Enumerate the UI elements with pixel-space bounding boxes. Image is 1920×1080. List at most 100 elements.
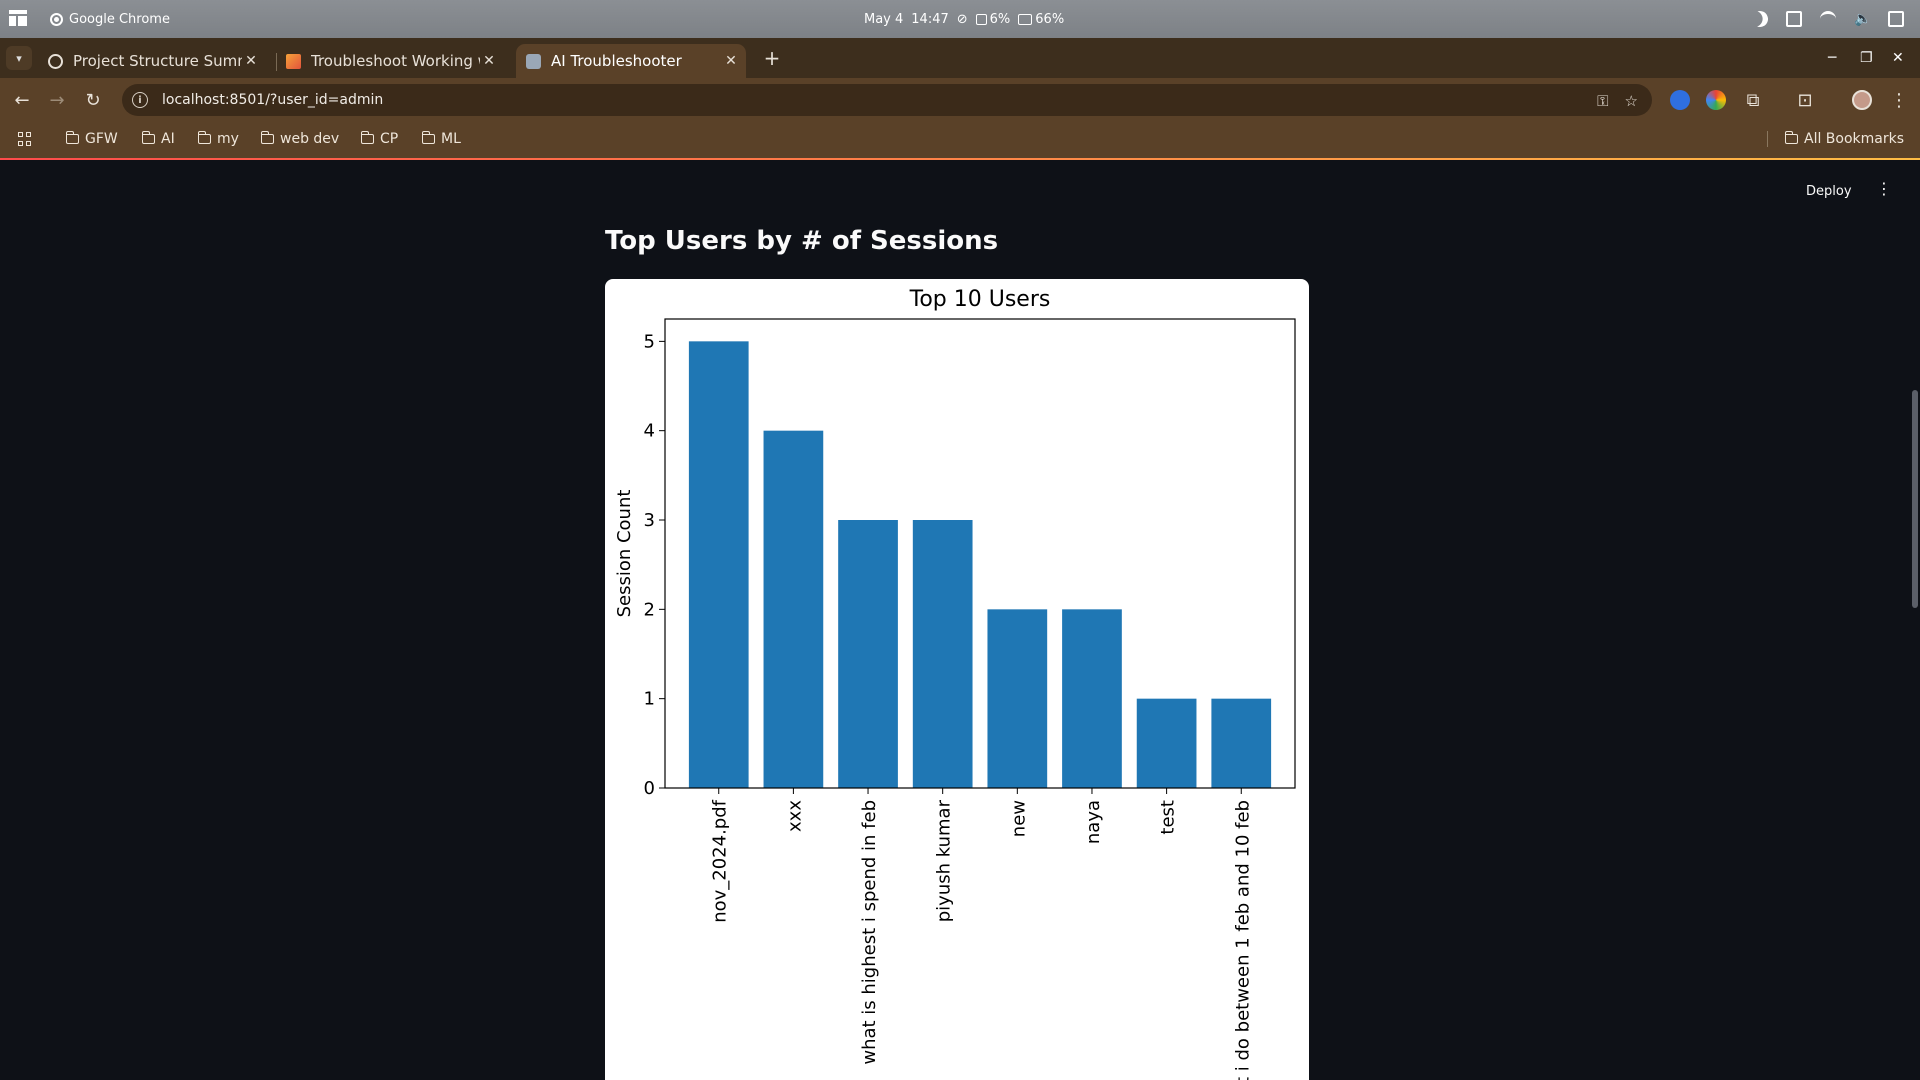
tab-strip: ▾ Project Structure Summ ✕ Troubleshoot …	[0, 38, 1920, 78]
tab-close-icon[interactable]: ✕	[245, 53, 257, 69]
bookmarks-divider	[1767, 131, 1768, 147]
forward-arrow-icon[interactable]: →	[49, 89, 65, 111]
minimize-icon[interactable]: ─	[1828, 50, 1837, 66]
tab-ai-troubleshooter[interactable]: AI Troubleshooter ✕	[516, 44, 746, 78]
bookmark-folder-cp[interactable]: CP	[360, 122, 399, 156]
folder-icon	[260, 131, 274, 144]
folder-icon	[65, 131, 79, 144]
bar	[1062, 609, 1122, 788]
apps-shortcut[interactable]	[18, 122, 32, 156]
extension-color-icon[interactable]	[1706, 90, 1726, 110]
cpu-value: 6%	[989, 11, 1011, 27]
main-menu-icon[interactable]: ⋮	[1876, 179, 1892, 198]
bookmarks-bar: GFW AI my web dev CP ML All Bookmarks	[0, 122, 1920, 158]
tab-search-button[interactable]: ▾	[6, 46, 32, 70]
bar	[1211, 698, 1272, 788]
bookmark-label: AI	[161, 131, 175, 147]
site-info-icon[interactable]: i	[132, 92, 148, 108]
muted-notifications-icon: ⊘	[956, 11, 968, 27]
date-label: May 4	[864, 11, 904, 27]
back-arrow-icon[interactable]: ←	[14, 89, 30, 111]
all-bookmarks-button[interactable]: All Bookmarks	[1784, 122, 1905, 156]
folder-icon	[360, 131, 374, 144]
extensions-puzzle-icon[interactable]: ⧉	[1746, 89, 1760, 111]
x-tick-label: nov_2024.pdf	[710, 799, 731, 922]
wifi-icon[interactable]	[1820, 11, 1836, 27]
bar	[688, 341, 749, 788]
chrome-icon	[50, 12, 63, 26]
clock[interactable]: May 4 14:47 ⊘ 6% 66%	[864, 0, 1064, 38]
new-tab-button[interactable]: +	[763, 46, 781, 70]
robot-favicon-icon	[526, 53, 541, 69]
app-name-label: Google Chrome	[69, 11, 170, 27]
bookmark-folder-ml[interactable]: ML	[421, 122, 461, 156]
y-tick-label: 1	[644, 689, 655, 710]
all-bookmarks-label: All Bookmarks	[1804, 131, 1905, 147]
address-bar[interactable]: i localhost:8501/?user_id=admin ⚿ ☆	[122, 84, 1652, 116]
app-menu[interactable]: Google Chrome	[50, 0, 170, 38]
restore-icon[interactable]: ❐	[1860, 50, 1873, 66]
night-light-icon[interactable]	[1750, 9, 1771, 30]
app-favicon-icon	[286, 53, 301, 69]
close-window-icon[interactable]: ✕	[1892, 50, 1904, 66]
page-scrollbar[interactable]	[1912, 390, 1918, 608]
y-tick-label: 5	[644, 331, 655, 352]
tab-troubleshoot[interactable]: Troubleshoot Working w ✕	[276, 44, 504, 78]
bar	[838, 520, 898, 788]
time-label: 14:47	[911, 11, 949, 27]
omnibox-actions: ⚿ ☆	[1597, 92, 1638, 110]
system-top-bar: Google Chrome May 4 14:47 ⊘ 6% 66% 🔈	[0, 0, 1920, 38]
bookmark-folder-ai[interactable]: AI	[141, 122, 175, 156]
deploy-button[interactable]: Deploy	[1806, 184, 1852, 199]
system-tray[interactable]: 🔈	[1752, 0, 1904, 38]
bar	[1136, 698, 1197, 788]
x-tick-label: t i do between 1 feb and 10 feb	[1232, 800, 1253, 1080]
reload-icon[interactable]: ↻	[85, 89, 101, 111]
bookmark-folder-web-dev[interactable]: web dev	[260, 122, 340, 156]
battery-indicator: 66%	[1018, 12, 1064, 27]
media-controls-icon[interactable]: ⊡	[1797, 89, 1813, 111]
x-tick-label: piyush kumar	[934, 799, 955, 922]
bookmark-label: CP	[380, 131, 399, 147]
y-tick-label: 2	[644, 599, 655, 620]
apps-grid-icon	[18, 132, 32, 146]
bar	[987, 609, 1048, 788]
extension-p-icon[interactable]	[1670, 90, 1690, 110]
tab-close-icon[interactable]: ✕	[483, 53, 495, 69]
folder-icon	[141, 131, 155, 144]
y-axis-label: Session Count	[614, 490, 635, 618]
profile-avatar[interactable]	[1852, 90, 1872, 110]
chrome-menu-icon[interactable]: ⋮	[1890, 89, 1908, 111]
battery-icon[interactable]	[1888, 11, 1904, 27]
volume-icon[interactable]: 🔈	[1854, 11, 1872, 27]
folder-icon	[1784, 131, 1798, 144]
activities-icon[interactable]	[9, 10, 27, 26]
browser-toolbar: ← → ↻ i localhost:8501/?user_id=admin ⚿ …	[0, 78, 1920, 122]
cpu-indicator: 6%	[975, 11, 1011, 27]
password-key-icon[interactable]: ⚿	[1597, 92, 1609, 110]
bar	[912, 520, 973, 788]
bar-chart: Top 10 Users Session Count 0 1 2 3 4 5 nov_2024.…	[614, 287, 1296, 1080]
y-tick-label: 3	[644, 510, 655, 531]
url-text[interactable]: localhost:8501/?user_id=admin	[162, 92, 384, 108]
tab-close-icon[interactable]: ✕	[725, 53, 737, 69]
cpu-icon	[975, 13, 987, 25]
bookmark-label: ML	[441, 131, 461, 147]
tab-title: AI Troubleshooter	[551, 52, 682, 70]
section-heading: Top Users by # of Sessions	[605, 226, 999, 256]
bookmark-star-icon[interactable]: ☆	[1624, 92, 1638, 110]
x-tick-label: xxx	[784, 800, 805, 832]
openai-favicon-icon	[48, 53, 63, 69]
bookmark-label: GFW	[85, 131, 118, 147]
bookmark-folder-gfw[interactable]: GFW	[65, 122, 118, 156]
app-header-decoration	[0, 158, 1920, 160]
tab-project-structure[interactable]: Project Structure Summ ✕	[38, 44, 266, 78]
clipboard-icon[interactable]	[1786, 11, 1802, 27]
plot-frame	[664, 318, 1296, 789]
battery-status-icon	[1018, 13, 1033, 25]
y-tick-label: 4	[644, 421, 655, 442]
bookmark-label: my	[217, 131, 239, 147]
bookmark-folder-my[interactable]: my	[197, 122, 239, 156]
bookmark-label: web dev	[280, 131, 340, 147]
tab-title: Project Structure Summ	[73, 52, 242, 70]
